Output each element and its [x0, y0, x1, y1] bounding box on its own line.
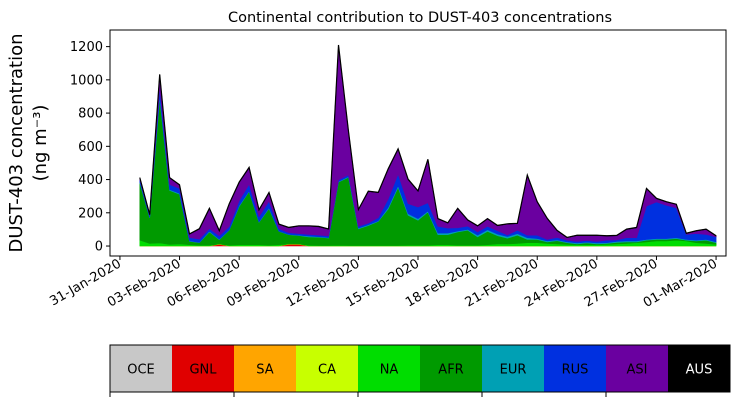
legend-swatch-asi — [606, 345, 668, 392]
total-outline — [139, 44, 717, 239]
y-axis-label-line1: DUST-403 concentration — [6, 33, 27, 252]
legend-label-na: NA — [380, 363, 399, 378]
legend-swatch-oce — [110, 345, 172, 392]
chart-title: Continental contribution to DUST-403 con… — [228, 10, 612, 26]
y-tick-label: 1000 — [70, 73, 103, 88]
y-tick-label: 600 — [78, 140, 103, 155]
legend-swatch-gnl — [172, 345, 234, 392]
y-axis: 0 200 400 600 800 1000 1200 — [70, 40, 110, 255]
legend-label-gnl: GNL — [189, 363, 217, 378]
legend-swatch-aus — [668, 345, 730, 392]
y-axis-label: DUST-403 concentration (ng m⁻³) — [6, 33, 51, 252]
legend-label-rus: RUS — [562, 363, 589, 378]
y-tick-label: 800 — [78, 107, 103, 122]
legend-label-oce: OCE — [127, 363, 155, 378]
legend: OCE GNL SA CA NA AFR EUR RUS ASI AUS — [109, 344, 731, 397]
y-tick-label: 400 — [78, 173, 103, 188]
legend-label-asi: ASI — [627, 363, 648, 378]
legend-label-eur: EUR — [500, 363, 527, 378]
legend-swatch-na — [358, 345, 420, 392]
legend-label-aus: AUS — [686, 363, 713, 378]
legend-label-afr: AFR — [438, 363, 463, 378]
area-layers — [139, 44, 717, 247]
legend-label-ca: CA — [318, 363, 336, 378]
legend-swatch-sa — [234, 345, 296, 392]
y-tick-label: 1200 — [70, 40, 103, 55]
legend-label-sa: SA — [256, 363, 273, 378]
x-axis: 31-Jan-202003-Feb-202006-Feb-202009-Feb-… — [47, 256, 720, 311]
legend-swatch-afr — [420, 345, 482, 392]
y-axis-label-line2: (ng m⁻³) — [30, 105, 51, 182]
legend-frame — [109, 344, 731, 393]
plot-frame — [109, 29, 727, 257]
legend-swatch-rus — [544, 345, 606, 392]
legend-swatch-eur — [482, 345, 544, 392]
y-tick-label: 200 — [78, 206, 103, 221]
y-tick-label: 0 — [95, 240, 103, 255]
legend-swatch-ca — [296, 345, 358, 392]
